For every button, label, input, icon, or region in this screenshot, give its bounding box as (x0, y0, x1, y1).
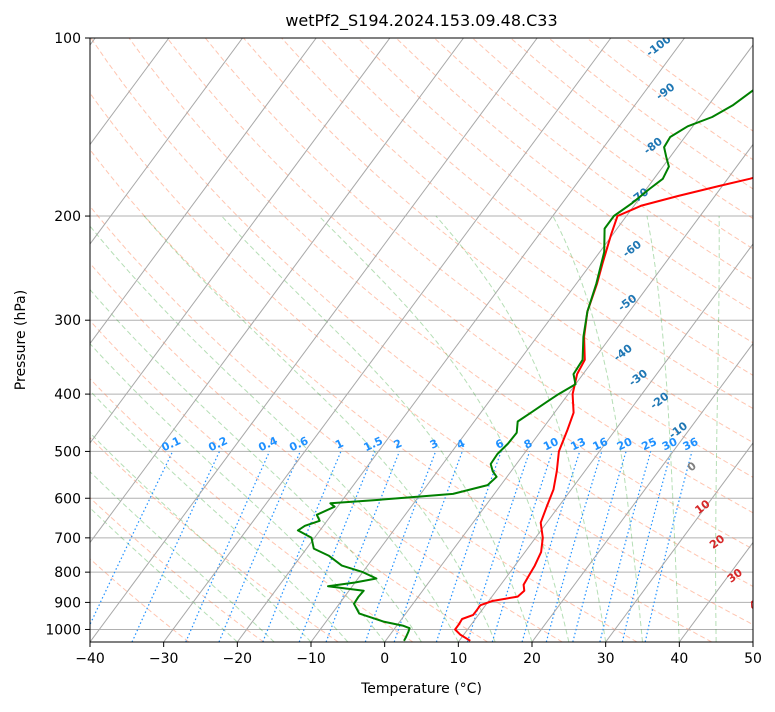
x-tick-label: 0 (380, 651, 389, 667)
y-tick-label: 300 (54, 313, 81, 329)
x-tick-label: 50 (744, 651, 762, 667)
y-tick-label: 200 (54, 209, 81, 225)
x-tick-label: −30 (149, 651, 179, 667)
x-tick-label: 40 (670, 651, 688, 667)
y-tick-label: 1000 (45, 622, 81, 638)
y-tick-label: 100 (54, 31, 81, 47)
x-axis-label: Temperature (°C) (360, 681, 482, 697)
y-tick-label: 900 (54, 595, 81, 611)
y-tick-label: 800 (54, 565, 81, 581)
y-tick-label: 600 (54, 491, 81, 507)
y-axis-label: Pressure (hPa) (13, 290, 29, 390)
x-tick-label: 30 (597, 651, 615, 667)
y-tick-label: 700 (54, 531, 81, 547)
x-tick-label: −20 (223, 651, 253, 667)
x-tick-label: −10 (296, 651, 326, 667)
y-tick-label: 500 (54, 444, 81, 460)
x-tick-label: 10 (449, 651, 467, 667)
chart-title: wetPf2_S194.2024.153.09.48.C33 (285, 11, 557, 31)
x-tick-label: −40 (75, 651, 105, 667)
y-tick-label: 400 (54, 387, 81, 403)
x-tick-label: 20 (523, 651, 541, 667)
